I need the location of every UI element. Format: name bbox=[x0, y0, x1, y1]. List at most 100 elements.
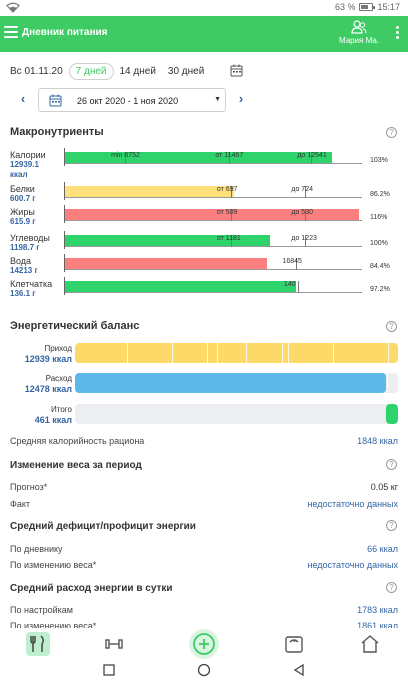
recents-icon[interactable] bbox=[102, 663, 116, 677]
user-switch-button[interactable]: Мария Ма. bbox=[333, 20, 385, 45]
energy-name: Итого bbox=[51, 405, 72, 414]
clock: 15:17 bbox=[377, 2, 400, 12]
tab-30-days[interactable]: 30 дней bbox=[167, 65, 205, 77]
back-icon[interactable] bbox=[292, 663, 306, 677]
macro-norm-marker bbox=[230, 235, 232, 247]
macro-norm-marker bbox=[230, 209, 232, 221]
expenditure-settings-label: По настройкам bbox=[10, 605, 73, 615]
weight-change-title: Изменение веса за период bbox=[10, 460, 142, 471]
energy-help-icon[interactable]: ? bbox=[386, 321, 397, 332]
tab-7-days[interactable]: 7 дней bbox=[68, 62, 114, 80]
energy-bar-divider bbox=[333, 343, 335, 363]
macro-norm-marker bbox=[305, 235, 307, 247]
dumbbell-icon bbox=[105, 639, 123, 649]
energy-bar bbox=[75, 343, 398, 363]
macro-norm-label: до 724 bbox=[291, 186, 313, 193]
macro-norm-label: 16845 bbox=[282, 258, 302, 265]
macro-bar-fill bbox=[64, 186, 234, 198]
deficit-diary-row: По дневнику 66 ккал bbox=[10, 544, 398, 558]
nav-workout-button[interactable] bbox=[102, 632, 126, 656]
energy-bar-divider bbox=[388, 343, 390, 363]
macros-title: Макронутриенты bbox=[10, 126, 104, 138]
macro-name: Вода bbox=[10, 256, 32, 266]
macro-norm-label: min 8752 bbox=[111, 152, 140, 159]
macro-norm-marker bbox=[305, 209, 307, 221]
macro-norm-marker bbox=[229, 152, 231, 164]
date-range-text: 26 окт 2020 - 1 ноя 2020 bbox=[77, 96, 179, 106]
macro-bar-track: от 697 до 724 bbox=[64, 182, 362, 200]
forecast-value: 0.05 кг bbox=[370, 482, 398, 492]
home-icon bbox=[361, 635, 379, 653]
macro-value: 1198.7 г bbox=[10, 243, 40, 252]
user-name: Мария Ма. bbox=[338, 36, 380, 45]
forecast-row: Прогноз* 0.05 кг bbox=[10, 482, 398, 496]
macro-norm-label: до 12541 bbox=[297, 152, 327, 159]
nav-home-button[interactable] bbox=[358, 632, 382, 656]
deficit-weight-label: По изменению веса* bbox=[10, 560, 97, 570]
macro-bar-fill bbox=[64, 281, 297, 293]
macro-bar-track: 16845 bbox=[64, 254, 362, 272]
macro-norm-label: от 1181 bbox=[216, 235, 241, 242]
macro-value: 615.9 г bbox=[10, 217, 36, 226]
calendar-icon[interactable] bbox=[230, 64, 243, 77]
macro-label: Вода 14213 г bbox=[10, 256, 64, 276]
energy-value: 12478 ккал bbox=[24, 384, 72, 394]
app-title: Дневник питания bbox=[22, 27, 108, 38]
users-icon bbox=[351, 20, 367, 34]
macro-value: 136.1 г bbox=[10, 289, 36, 298]
energy-bar-divider bbox=[246, 343, 248, 363]
expenditure-help-icon[interactable]: ? bbox=[386, 582, 397, 593]
energy-bar bbox=[75, 404, 398, 424]
macro-norm-marker bbox=[296, 258, 298, 270]
energy-bar-divider bbox=[171, 343, 173, 363]
fact-value: недостаточно данных bbox=[307, 499, 398, 509]
deficit-diary-value: 66 ккал bbox=[367, 544, 398, 554]
macro-name: Углеводы bbox=[10, 233, 50, 243]
macro-bar-fill bbox=[64, 235, 270, 247]
macro-value: 14213 г bbox=[10, 266, 38, 275]
status-bar: 63 % 15:17 bbox=[0, 0, 408, 16]
macro-norm-label: до 530 bbox=[291, 209, 313, 216]
add-entry-button[interactable] bbox=[186, 628, 222, 660]
macro-value: 12939.1 ккал bbox=[10, 160, 39, 179]
wifi-icon bbox=[6, 2, 20, 13]
macro-bar-track: от 509 до 530 bbox=[64, 205, 362, 223]
macro-name: Клетчатка bbox=[10, 279, 53, 289]
menu-icon[interactable] bbox=[4, 26, 18, 40]
previous-period-button[interactable]: ‹ bbox=[20, 91, 26, 106]
plus-circle-icon bbox=[189, 629, 219, 659]
energy-bar-divider bbox=[386, 373, 388, 393]
energy-bar-fill bbox=[386, 404, 398, 424]
macro-label: Жиры 615.9 г bbox=[10, 207, 64, 227]
macro-label: Белки 600.7 г bbox=[10, 184, 64, 204]
next-period-button[interactable]: › bbox=[238, 91, 244, 106]
tab-day[interactable]: Вс 01.11.20 bbox=[10, 65, 63, 77]
deficit-help-icon[interactable]: ? bbox=[386, 520, 397, 531]
macros-help-icon[interactable]: ? bbox=[386, 127, 397, 138]
macro-percent: 103% bbox=[370, 157, 388, 164]
expenditure-weight-label: По изменению веса* bbox=[10, 621, 97, 631]
home-circle-icon[interactable] bbox=[197, 663, 211, 677]
energy-value: 461 ккал bbox=[34, 415, 72, 425]
energy-name: Приход bbox=[44, 344, 72, 353]
tab-14-days[interactable]: 14 дней bbox=[119, 65, 156, 77]
scales-icon bbox=[285, 636, 303, 653]
macro-percent: 116% bbox=[370, 214, 388, 221]
nav-diary-button[interactable] bbox=[26, 632, 50, 656]
date-range-select[interactable]: 26 окт 2020 - 1 ноя 2020 ▼ bbox=[38, 88, 226, 112]
forecast-label: Прогноз* bbox=[10, 482, 48, 492]
deficit-weight-value: недостаточно данных bbox=[307, 560, 398, 570]
weight-help-icon[interactable]: ? bbox=[386, 459, 397, 470]
macro-bar-track: min 8752 от 11467 до 12541 bbox=[64, 148, 362, 166]
macro-bar-fill bbox=[64, 209, 360, 221]
deficit-title: Средний дефицит/профицит энергии bbox=[10, 521, 196, 532]
system-navigation bbox=[0, 660, 408, 680]
macro-norm-label: от 11467 bbox=[215, 152, 244, 159]
deficit-diary-label: По дневнику bbox=[10, 544, 63, 554]
nav-scales-button[interactable] bbox=[282, 632, 306, 656]
macro-norm-label: от 697 bbox=[216, 186, 238, 193]
macro-percent: 97.2% bbox=[370, 286, 390, 293]
battery-text: 63 % bbox=[334, 2, 356, 12]
macro-norm-marker bbox=[125, 152, 127, 164]
more-options-icon[interactable] bbox=[396, 26, 400, 41]
